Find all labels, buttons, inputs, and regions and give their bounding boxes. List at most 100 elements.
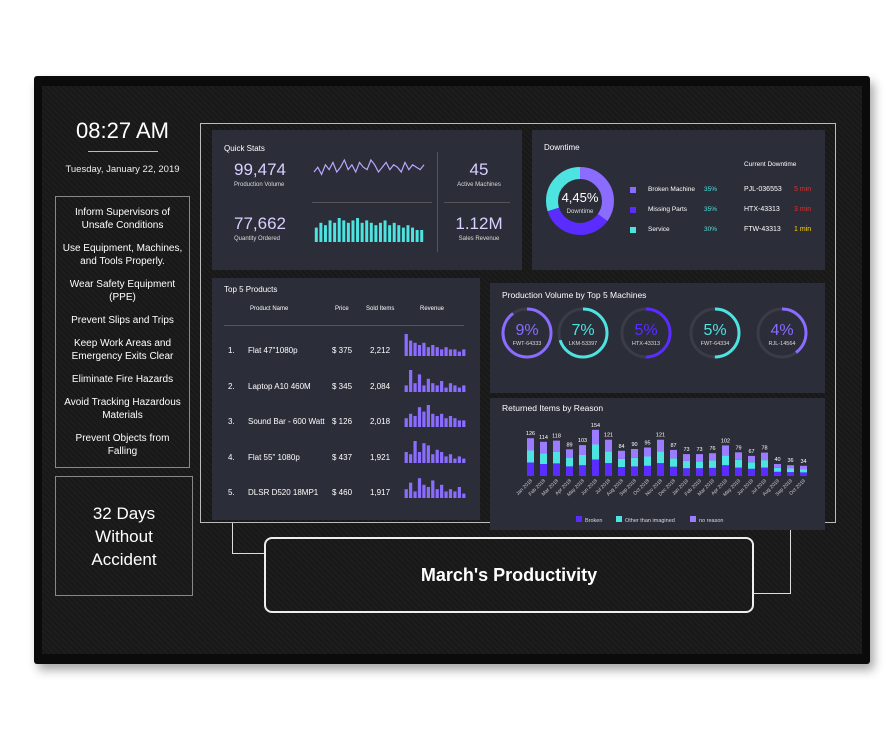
stat-value: 1.12M — [455, 214, 503, 233]
revenue-bar — [448, 416, 453, 427]
return-segment — [787, 465, 794, 469]
sold-items: 1,917 — [370, 488, 391, 497]
return-segment — [566, 458, 573, 467]
spark-bar — [374, 225, 378, 242]
spark-bar — [365, 220, 369, 242]
total-label: 114 — [539, 435, 548, 441]
revenue-bar — [457, 387, 461, 392]
revenue-bar — [409, 482, 413, 498]
revenue-bar — [422, 484, 426, 498]
return-segment — [553, 452, 560, 464]
price: $ 460 — [332, 488, 353, 497]
revenue-bar — [431, 382, 435, 392]
total-label: 78 — [761, 446, 767, 452]
spark-bar — [328, 220, 332, 242]
spark-bar — [420, 230, 424, 242]
revenue-bar — [453, 384, 457, 392]
return-segment — [631, 449, 638, 458]
price: $ 375 — [332, 346, 353, 355]
return-segment — [774, 464, 781, 468]
ring-value: 5% — [703, 322, 726, 339]
spark-bar — [314, 227, 318, 242]
panel-title: Quick Stats — [224, 144, 265, 153]
stat-value: 99,474 — [234, 160, 286, 179]
revenue-bar — [409, 340, 413, 356]
revenue-bar — [413, 382, 417, 392]
divider — [312, 202, 432, 203]
return-segment — [735, 467, 742, 476]
revenue-bar — [453, 349, 457, 356]
return-segment — [748, 462, 755, 469]
return-segment — [748, 455, 755, 463]
ring-arc — [620, 307, 672, 359]
return-segment — [787, 472, 794, 476]
return-segment — [605, 463, 612, 476]
legend-label: Service — [648, 226, 670, 233]
safety-rule: Inform Supervisors of Unsafe Conditions — [74, 207, 171, 231]
spark-bar — [360, 222, 364, 242]
sold-items: 1,921 — [370, 452, 391, 462]
revenue-bar — [453, 491, 457, 498]
machine-id: PJL-036553 — [744, 186, 782, 193]
return-segment — [800, 469, 807, 473]
revenue-bar — [426, 347, 430, 356]
spark-bar — [333, 222, 337, 242]
machine-id: FTW-43313 — [744, 226, 781, 233]
revenue-bar — [422, 384, 426, 392]
return-segment — [592, 459, 599, 476]
divider — [437, 152, 438, 252]
legend-swatch — [630, 187, 636, 193]
quick-stats-panel: Quick Stats 99,474 Production Volume 45 Acti… — [212, 130, 522, 270]
return-segment — [657, 451, 664, 464]
returns-panel: Returned Items by Reason 126 Jan 2018 114 Fe… — [490, 398, 825, 530]
return-segment — [709, 467, 716, 476]
total-label: 84 — [618, 444, 624, 450]
spark-bar — [388, 225, 392, 242]
revenue-bar — [440, 380, 444, 392]
revenue-bar — [422, 411, 426, 427]
return-segment — [722, 465, 729, 476]
safety-rule: Keep Work Areas and Emergency Exits Clea… — [71, 338, 174, 362]
production-sparkline — [313, 158, 425, 176]
return-segment — [566, 466, 573, 476]
spark-bar — [397, 225, 401, 242]
revenue-bar — [457, 455, 461, 463]
revenue-bar — [404, 334, 408, 356]
return-segment — [592, 444, 599, 460]
total-label: 79 — [735, 445, 741, 451]
total-label: 102 — [721, 438, 730, 444]
revenue-bars — [404, 440, 466, 463]
revenue-bars — [404, 369, 466, 392]
return-segment — [605, 451, 612, 464]
accident-box: 32 Days Without Accident — [55, 476, 193, 596]
total-label: 40 — [774, 457, 780, 463]
revenue-bar — [462, 493, 466, 498]
rank: 2. — [228, 381, 235, 391]
return-segment — [527, 462, 534, 476]
revenue-bar — [444, 455, 448, 463]
revenue-bar — [426, 378, 430, 392]
return-segment — [566, 449, 573, 458]
revenue-bar — [417, 345, 422, 356]
return-segment — [761, 452, 768, 461]
revenue-bar — [444, 491, 448, 498]
revenue-bar — [431, 345, 435, 356]
revenue-bar — [440, 349, 444, 356]
revenue-bar — [440, 451, 444, 463]
rank: 5. — [228, 488, 235, 497]
return-segment — [644, 465, 651, 476]
revenue-bar — [431, 453, 435, 463]
return-segment — [748, 468, 755, 476]
revenue-bar — [413, 416, 417, 427]
revenue-bar — [409, 413, 413, 427]
clock-time: 08:27 AM — [76, 118, 169, 143]
return-segment — [527, 438, 534, 451]
spark-bar — [319, 222, 323, 242]
spark-bar — [351, 220, 355, 242]
return-segment — [644, 456, 651, 466]
revenue-bar — [462, 384, 466, 392]
revenue-bar — [453, 418, 457, 427]
revenue-bar — [448, 382, 453, 392]
panel-title: Returned Items by Reason — [502, 403, 604, 413]
